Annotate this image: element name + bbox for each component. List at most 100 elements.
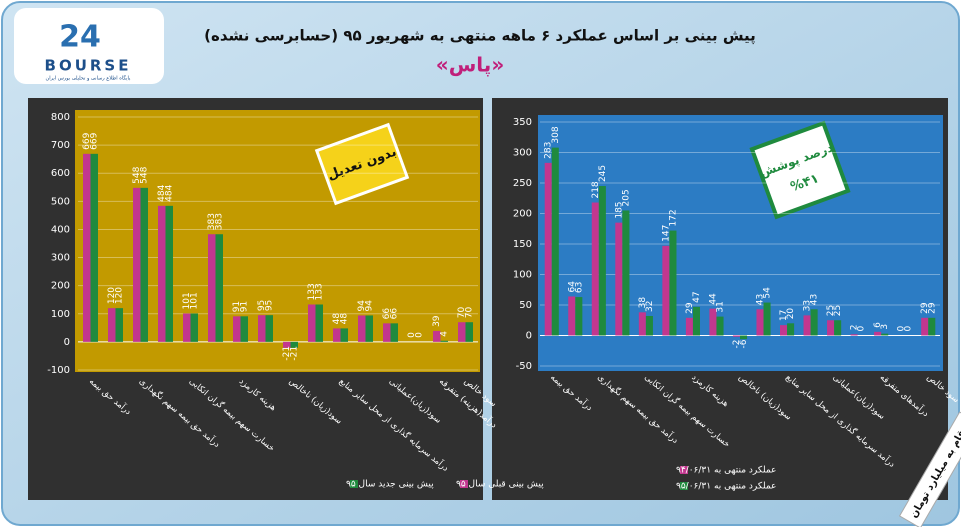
value-label: 548: [140, 166, 150, 183]
badge-right: درصد پوشش %۴۱: [749, 120, 851, 220]
legend-label: پیش بینی قبلی سال ۹۵: [456, 480, 544, 490]
y-tick-label: 100: [51, 309, 70, 320]
value-label: 0: [857, 326, 867, 332]
badge-left: بدون تعدیل: [314, 122, 410, 206]
legend-swatch: [350, 480, 358, 488]
bar: [551, 147, 559, 336]
bar: [598, 186, 606, 336]
value-label: 120: [107, 287, 117, 304]
bar: [622, 210, 630, 336]
value-label: 0: [415, 332, 425, 338]
value-label: 147: [661, 225, 671, 242]
value-label: 133: [307, 283, 317, 300]
value-label: 70: [465, 306, 475, 318]
bar: [810, 309, 818, 336]
value-label: 32: [645, 301, 655, 312]
bar: [90, 153, 98, 342]
bar: [575, 297, 583, 336]
y-tick-label: 250: [513, 178, 532, 189]
value-label: 48: [340, 313, 350, 325]
bar: [834, 320, 842, 336]
value-label: 4: [440, 331, 450, 337]
bar: [740, 335, 748, 340]
y-tick-label: 200: [51, 281, 70, 292]
value-label: 383: [207, 213, 217, 230]
y-tick-label: 100: [513, 270, 532, 281]
bar: [662, 245, 670, 336]
value-label: 29: [920, 302, 930, 314]
bar: [669, 230, 677, 336]
logo-caption: پایگاه اطلاع رسانی و تحلیلی بورس ایران: [46, 75, 131, 82]
logo-number: 24: [59, 20, 101, 55]
value-label: 308: [551, 126, 561, 143]
value-label: 43: [810, 294, 820, 305]
value-label: 94: [357, 300, 367, 312]
bar: [115, 308, 123, 342]
value-label: 283: [544, 142, 554, 159]
y-tick-label: 700: [51, 140, 70, 151]
bar: [208, 234, 216, 342]
bar: [756, 309, 764, 336]
value-label: 205: [621, 189, 631, 206]
company: «پاس»: [436, 53, 504, 78]
value-label: 48: [332, 313, 342, 325]
bar: [140, 187, 148, 342]
legend-label: عملکرد منتهی به ۹۴/۰۶/۳۱: [676, 466, 776, 476]
value-label: 66: [382, 308, 392, 320]
value-label: 25: [826, 305, 836, 316]
bar: [183, 313, 191, 342]
bar: [685, 317, 693, 336]
legend-swatch: [680, 482, 688, 490]
bar: [83, 153, 91, 342]
bar: [928, 317, 936, 336]
bar: [874, 331, 882, 336]
bar: [465, 322, 473, 342]
bar: [568, 296, 576, 336]
bar: [921, 317, 929, 336]
bar: [433, 330, 441, 342]
bar: [258, 315, 266, 342]
y-tick-label: 300: [513, 148, 532, 159]
bar: [315, 304, 323, 342]
value-label: 2: [850, 325, 860, 331]
y-tick-label: 300: [51, 253, 70, 264]
legend-label: عملکرد منتهی به ۹۵/۰۶/۳۱: [676, 482, 776, 492]
title: پیش بینی بر اساس عملکرد ۶ ماهه منتهی به …: [204, 27, 756, 46]
value-label: 185: [614, 201, 624, 218]
value-label: 17: [779, 310, 789, 321]
y-tick-label: -100: [47, 365, 70, 376]
bar: [780, 325, 788, 336]
bar: [615, 222, 623, 336]
y-tick-label: 350: [513, 117, 532, 128]
bar: [215, 234, 223, 342]
value-label: 3: [880, 324, 890, 330]
bar: [763, 302, 771, 336]
value-label: 33: [803, 300, 813, 311]
value-label: 669: [90, 132, 100, 149]
note-box: [898, 411, 961, 529]
y-tick-label: 150: [513, 239, 532, 250]
value-label: 245: [598, 165, 608, 182]
value-label: 133: [315, 283, 325, 300]
value-label: 47: [692, 291, 702, 302]
value-label: 0: [897, 326, 907, 332]
bar: [240, 316, 248, 342]
y-tick-label: 400: [51, 224, 70, 235]
value-label: 484: [165, 184, 175, 201]
y-tick-label: 800: [51, 112, 70, 123]
bar: [881, 333, 889, 336]
bar: [308, 304, 316, 342]
bar: [390, 323, 398, 342]
value-label: 29: [927, 302, 937, 314]
value-label: 94: [365, 300, 375, 312]
value-label: 44: [708, 293, 718, 305]
bar: [544, 162, 552, 336]
logo-box: [14, 8, 164, 84]
bar: [827, 320, 835, 336]
y-tick-label: 600: [51, 168, 70, 179]
value-label: 101: [190, 292, 200, 309]
bar: [108, 308, 116, 342]
bar: [591, 202, 599, 336]
bar: [803, 315, 811, 336]
value-label: 43: [756, 294, 766, 305]
